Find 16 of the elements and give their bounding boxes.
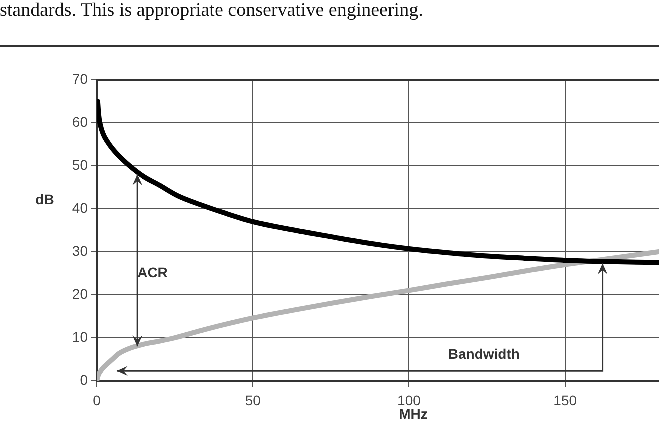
- x-tick-label: 100: [398, 392, 422, 408]
- y-tick-label: 30: [72, 242, 88, 259]
- x-tick-label: 50: [245, 392, 262, 408]
- y-tick-label: 50: [72, 156, 88, 173]
- y-tick-label: 10: [72, 328, 88, 345]
- annotation: Bandwidth: [448, 346, 520, 362]
- x-tick-label: 150: [554, 392, 578, 408]
- y-tick-label: 70: [72, 70, 88, 87]
- y-axis-title: dB: [36, 191, 54, 208]
- x-axis-title: MHz: [399, 406, 428, 422]
- y-tick-label: 60: [72, 114, 88, 130]
- x-tick-label: 0: [93, 392, 102, 408]
- text: standards. This is appropriate conservative engineering.: [0, 0, 424, 22]
- y-tick-label: 0: [80, 372, 88, 388]
- y-tick-label: 40: [72, 200, 88, 216]
- y-tick-label: 20: [72, 286, 88, 302]
